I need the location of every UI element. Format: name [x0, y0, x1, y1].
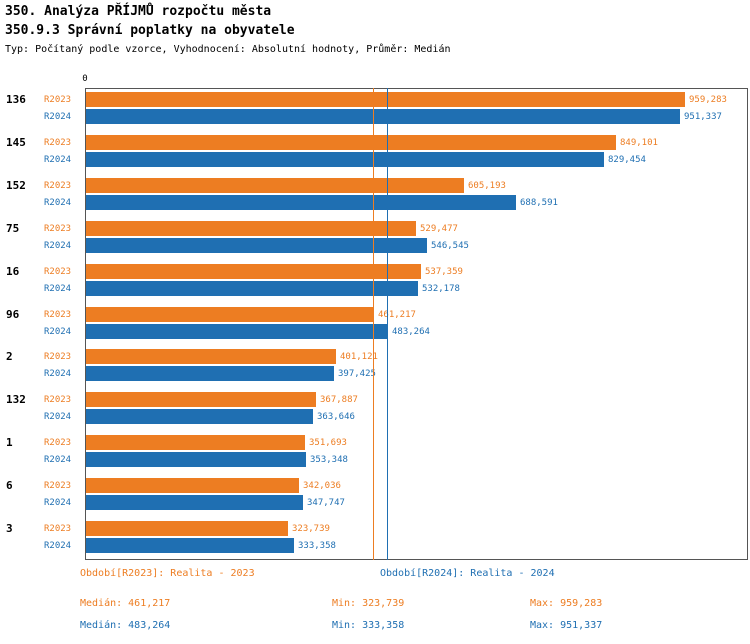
- bar-r2024-1: [86, 452, 306, 468]
- bar-value-label-r2024-6: 347,747: [307, 498, 345, 509]
- bar-value-label-r2023-152: 605,193: [468, 180, 506, 191]
- bar-value-label-r2023-96: 461,217: [378, 309, 416, 320]
- category-label-1: 1: [6, 436, 13, 450]
- bar-r2024-2: [86, 366, 334, 382]
- bar-r2024-3: [86, 538, 294, 554]
- bar-r2024-16: [86, 280, 418, 296]
- bar-value-label-r2024-75: 546,545: [431, 240, 469, 251]
- series-label-r2024-16: R2024: [44, 283, 72, 294]
- series-label-r2023-132: R2023: [44, 395, 72, 406]
- x-axis-zero-tick: 0: [82, 74, 88, 84]
- category-label-6: 6: [6, 479, 13, 493]
- stat-r2023-median: Medián: 461,217: [80, 598, 171, 609]
- bar-r2023-152: [86, 177, 464, 193]
- bar-r2023-1: [86, 435, 305, 451]
- category-label-152: 152: [6, 178, 26, 192]
- category-label-2: 2: [6, 350, 13, 364]
- bar-value-label-r2023-16: 537,359: [425, 266, 463, 277]
- bar-r2023-136: [86, 92, 685, 107]
- legend-item-r2024: Období[R2024]: Realita - 2024: [380, 568, 555, 579]
- series-label-r2024-1: R2024: [44, 455, 72, 466]
- series-label-r2023-152: R2023: [44, 180, 72, 191]
- bar-value-label-r2024-136: 951,337: [684, 112, 722, 122]
- bar-value-label-r2023-3: 323,739: [292, 524, 330, 535]
- bar-r2023-145: [86, 134, 616, 150]
- bar-value-label-r2024-145: 829,454: [608, 154, 646, 165]
- series-label-r2024-75: R2024: [44, 240, 72, 251]
- bar-r2024-6: [86, 495, 303, 511]
- bar-r2024-75: [86, 237, 427, 253]
- bar-r2023-3: [86, 521, 288, 537]
- bar-value-label-r2023-75: 529,477: [420, 223, 458, 234]
- series-label-r2024-3: R2024: [44, 541, 72, 552]
- chart-parameters-subtitle: Typ: Počítaný podle vzorce, Vyhodnocení:…: [5, 44, 451, 55]
- legend-item-r2023: Období[R2023]: Realita - 2023: [80, 568, 255, 579]
- series-label-r2023-75: R2023: [44, 223, 72, 234]
- bar-r2024-96: [86, 323, 388, 339]
- bar-value-label-r2024-1: 353,348: [310, 455, 348, 466]
- category-label-136: 136: [6, 93, 26, 106]
- series-label-r2023-3: R2023: [44, 524, 72, 535]
- bar-r2023-75: [86, 220, 416, 236]
- bar-value-label-r2024-96: 483,264: [392, 326, 430, 337]
- bar-value-label-r2023-1: 351,693: [309, 438, 347, 449]
- series-label-r2024-152: R2024: [44, 197, 72, 208]
- category-label-16: 16: [6, 264, 20, 278]
- category-label-145: 145: [6, 135, 26, 149]
- series-label-r2024-96: R2024: [44, 326, 72, 337]
- series-label-r2023-6: R2023: [44, 481, 72, 492]
- bar-r2023-6: [86, 478, 299, 494]
- bar-value-label-r2023-132: 367,887: [320, 395, 358, 406]
- bar-value-label-r2023-145: 849,101: [620, 137, 658, 148]
- median-line-r2024: [387, 88, 388, 560]
- stat-r2024-min: Min: 333,358: [332, 620, 405, 631]
- stat-r2023-max: Max: 959,283: [530, 598, 603, 609]
- bar-r2023-2: [86, 349, 336, 365]
- stat-r2024-max: Max: 951,337: [530, 620, 603, 631]
- stat-r2023-min: Min: 323,739: [332, 598, 405, 609]
- bar-value-label-r2023-136: 959,283: [689, 95, 727, 105]
- bar-r2023-132: [86, 392, 316, 408]
- series-label-r2023-136: R2023: [44, 95, 72, 105]
- chart-title: 350.9.3 Správní poplatky na obyvatele: [5, 23, 295, 38]
- bar-r2023-16: [86, 263, 421, 279]
- bar-value-label-r2024-3: 333,358: [298, 541, 336, 552]
- series-label-r2024-136: R2024: [44, 112, 72, 122]
- bar-value-label-r2023-2: 401,121: [340, 352, 378, 363]
- bar-value-label-r2024-132: 363,646: [317, 412, 355, 423]
- category-label-96: 96: [6, 307, 20, 321]
- bar-r2024-132: [86, 409, 313, 425]
- category-label-132: 132: [6, 393, 26, 407]
- page-title: 350. Analýza PŘÍJMŮ rozpočtu města: [5, 4, 272, 19]
- series-label-r2024-2: R2024: [44, 369, 72, 380]
- series-label-r2024-132: R2024: [44, 412, 72, 423]
- series-label-r2024-145: R2024: [44, 154, 72, 165]
- bar-r2024-145: [86, 151, 604, 167]
- series-label-r2023-2: R2023: [44, 352, 72, 363]
- bar-value-label-r2024-152: 688,591: [520, 197, 558, 208]
- series-label-r2023-1: R2023: [44, 438, 72, 449]
- series-label-r2023-16: R2023: [44, 266, 72, 277]
- bar-r2023-96: [86, 306, 374, 322]
- category-label-75: 75: [6, 221, 20, 235]
- bar-value-label-r2023-6: 342,036: [303, 481, 341, 492]
- bar-value-label-r2024-16: 532,178: [422, 283, 460, 294]
- stat-r2024-median: Medián: 483,264: [80, 620, 171, 631]
- series-label-r2023-145: R2023: [44, 137, 72, 148]
- bar-r2024-136: [86, 109, 680, 124]
- bar-value-label-r2024-2: 397,425: [338, 369, 376, 380]
- bar-r2024-152: [86, 194, 516, 210]
- series-label-r2024-6: R2024: [44, 498, 72, 509]
- plot-area-border: [85, 88, 748, 560]
- series-label-r2023-96: R2023: [44, 309, 72, 320]
- category-label-3: 3: [6, 522, 13, 536]
- median-line-r2023: [373, 88, 374, 560]
